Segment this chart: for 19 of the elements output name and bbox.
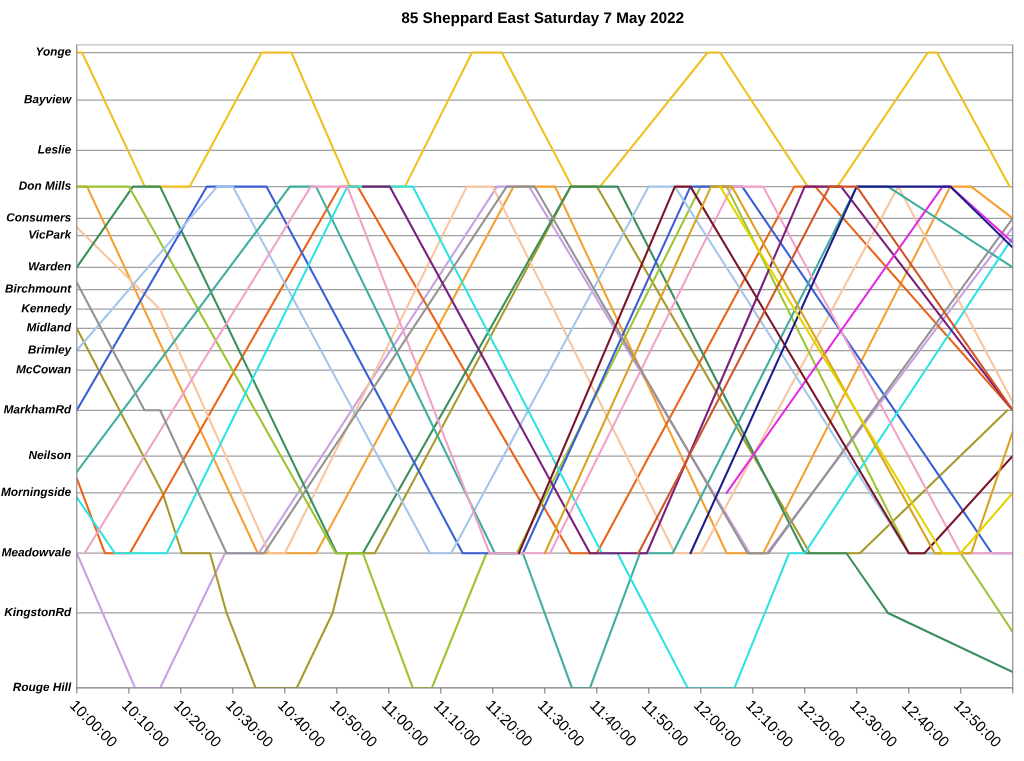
ref-line-label: Birchmount — [5, 284, 72, 293]
ref-line-label: Rouge Hill — [13, 682, 72, 694]
ref-line-label: Yonge — [36, 47, 71, 59]
ref-line-label: MarkhamRd — [3, 404, 72, 414]
chart-title: 85 Sheppard East Saturday 7 May 2022 — [401, 11, 684, 27]
ref-line-label: Don Mills — [18, 181, 71, 190]
ref-line-label: Kennedy — [21, 303, 72, 315]
ref-line-label: Warden — [28, 261, 71, 271]
ref-line-label: Neilson — [28, 450, 71, 460]
ref-line-label: KingstonRd — [4, 607, 72, 619]
ref-line-label: Consumers — [6, 213, 71, 222]
ref-line-label: Meadowvale — [1, 547, 71, 557]
ref-line-label: Bayview — [24, 94, 72, 106]
ref-line-label: VicPark — [29, 230, 72, 239]
ref-line-label: Morningside — [1, 487, 71, 499]
ref-line-label: Brimley — [28, 345, 72, 357]
ref-line-label: Leslie — [37, 144, 71, 154]
ref-line-label: McCowan — [16, 365, 71, 374]
ref-line-label: Midland — [26, 322, 72, 332]
